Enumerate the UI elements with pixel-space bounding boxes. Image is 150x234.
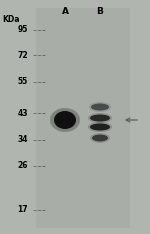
Text: 55: 55 xyxy=(18,77,28,87)
Text: 43: 43 xyxy=(18,109,28,117)
Ellipse shape xyxy=(88,113,112,123)
Text: B: B xyxy=(97,7,104,17)
Ellipse shape xyxy=(90,114,110,121)
Ellipse shape xyxy=(50,108,80,132)
Ellipse shape xyxy=(88,122,112,132)
Ellipse shape xyxy=(91,103,109,110)
Text: 34: 34 xyxy=(18,135,28,145)
Text: 17: 17 xyxy=(17,205,28,215)
Bar xyxy=(36,8,130,228)
Ellipse shape xyxy=(89,102,111,112)
Text: KDa: KDa xyxy=(2,15,20,25)
Ellipse shape xyxy=(90,124,110,131)
Ellipse shape xyxy=(54,111,76,129)
Text: A: A xyxy=(61,7,69,17)
Text: 26: 26 xyxy=(18,161,28,171)
Ellipse shape xyxy=(92,135,108,142)
Text: 95: 95 xyxy=(18,26,28,34)
Text: 72: 72 xyxy=(17,51,28,59)
Ellipse shape xyxy=(90,133,110,143)
